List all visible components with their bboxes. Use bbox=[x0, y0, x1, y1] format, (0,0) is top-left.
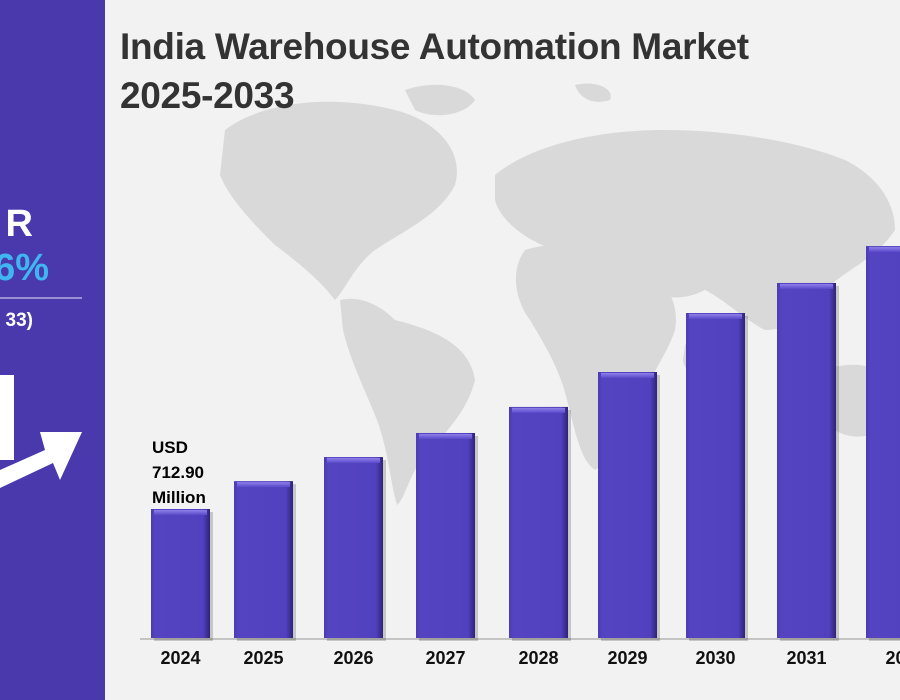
bar-body bbox=[866, 246, 900, 638]
bar-bevel bbox=[154, 510, 207, 515]
bar-2028 bbox=[509, 406, 571, 641]
growth-arrow-icon bbox=[0, 375, 82, 488]
chart-title: India Warehouse Automation Market 2025-2… bbox=[120, 22, 749, 120]
bar-body bbox=[777, 282, 836, 638]
chart-title-main: India Warehouse Automation Market bbox=[120, 26, 749, 67]
cagr-side-panel: R 6% 33) bbox=[0, 0, 105, 700]
bar-bevel bbox=[601, 373, 654, 379]
bar-2027 bbox=[416, 432, 478, 641]
bar-2030 bbox=[686, 313, 748, 641]
bar-bevel bbox=[419, 433, 472, 439]
x-tick-label: 2026 bbox=[333, 648, 373, 668]
bar-body bbox=[416, 432, 475, 638]
x-tick-label: 2031 bbox=[786, 648, 826, 668]
bar-2032 bbox=[866, 246, 900, 641]
bar-body bbox=[234, 481, 293, 638]
bar-2025 bbox=[234, 481, 296, 641]
bar-body bbox=[151, 509, 210, 638]
bar-2026 bbox=[324, 457, 386, 641]
bar-2024 bbox=[151, 509, 213, 641]
x-tick-label: 2027 bbox=[425, 648, 465, 668]
x-tick-label: 20 bbox=[885, 648, 900, 668]
cagr-period: 33) bbox=[5, 310, 33, 331]
x-tick-label: 2029 bbox=[607, 648, 647, 668]
data-label-2024: 712.90 bbox=[152, 463, 204, 482]
bar-body bbox=[509, 406, 568, 638]
bar-bevel bbox=[237, 482, 290, 488]
cagr-label: R bbox=[5, 203, 33, 245]
data-label-2024: Million bbox=[152, 488, 206, 507]
bar-bevel bbox=[780, 283, 833, 289]
cagr-value: 6% bbox=[0, 247, 49, 289]
bar-2031 bbox=[777, 282, 839, 641]
divider bbox=[0, 297, 82, 299]
x-tick-label: 2025 bbox=[243, 648, 283, 668]
x-tick-label: 2024 bbox=[160, 648, 200, 668]
bar-2029 bbox=[598, 372, 660, 641]
x-tick-label: 2030 bbox=[695, 648, 735, 668]
bar-body bbox=[598, 372, 657, 638]
bar-bevel bbox=[512, 407, 565, 413]
bar-body bbox=[324, 457, 383, 638]
bar-bevel bbox=[689, 314, 742, 320]
bar-body bbox=[686, 313, 745, 638]
bar-bevel bbox=[869, 247, 900, 253]
x-tick-label: 2028 bbox=[518, 648, 558, 668]
chart-title-years: 2025-2033 bbox=[120, 75, 295, 116]
bar-bevel bbox=[327, 458, 380, 464]
data-label-2024: USD bbox=[152, 438, 188, 457]
